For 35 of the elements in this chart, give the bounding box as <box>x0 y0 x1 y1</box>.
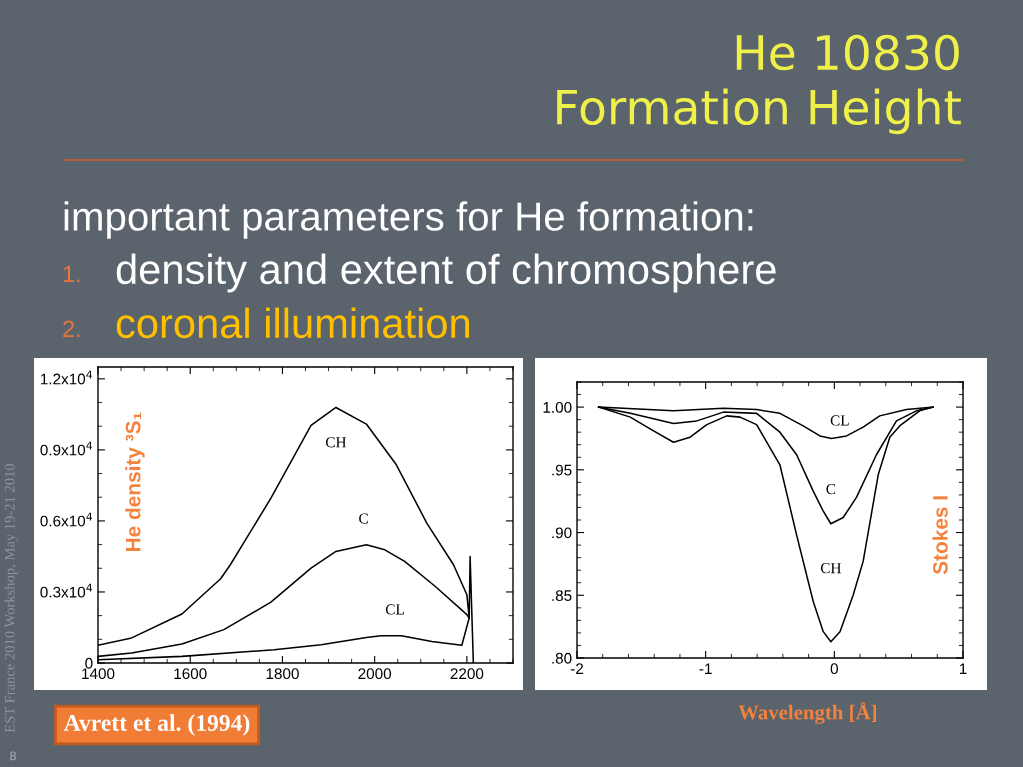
series-label: CH <box>820 563 842 574</box>
x-tick-label: 2000 <box>358 668 392 680</box>
y-tick-label: 1.2x10$^{4}$ <box>40 370 93 385</box>
text: density and extent of chromosphere <box>116 253 776 293</box>
y-tick-label: .90 <box>552 527 572 539</box>
y-tick-label: 0.3x10$^{4}$ <box>40 583 93 598</box>
series-label: C <box>826 483 836 495</box>
text: 2. <box>63 320 80 338</box>
y-tick-label: 0.9x10$^{4}$ <box>40 441 93 456</box>
y-tick-label: 1.00 <box>543 401 572 413</box>
series-label: CH <box>325 437 347 448</box>
x-tick-label: 1600 <box>174 668 207 680</box>
x-tick-label: 1800 <box>266 668 299 680</box>
x-tick-label: 1 <box>959 663 967 674</box>
text: 8 <box>10 751 16 761</box>
text: 1. <box>63 265 80 283</box>
series-label: CL <box>830 415 849 426</box>
x-tick-label: 2200 <box>450 668 484 680</box>
text: coronal illumination <box>116 307 469 339</box>
y-tick-label: .80 <box>552 652 572 664</box>
y-tick-label: .85 <box>552 590 572 601</box>
series-label: C <box>359 513 368 524</box>
x-tick-label: -1 <box>699 663 712 674</box>
x-tick-label: 1400 <box>82 668 115 680</box>
chart-subtitle: important parameters for He formation: <box>64 201 753 239</box>
x-tick-label: 0 <box>830 663 838 675</box>
y-axis-title: He density ³S₁ <box>125 412 145 552</box>
x-axis-title: Wavelength [Å] <box>738 702 877 724</box>
y-tick-label: 0.6x10$^{4}$ <box>40 512 93 527</box>
y-tick-label: .95 <box>552 464 572 476</box>
chart-title: He 10830 Formation Height <box>557 34 961 135</box>
y-axis-title: Stokes I <box>932 496 948 575</box>
text: Avrett et al. (1994) <box>63 714 250 736</box>
x-tick-label: -2 <box>570 663 584 674</box>
series-label: CL <box>385 604 404 615</box>
